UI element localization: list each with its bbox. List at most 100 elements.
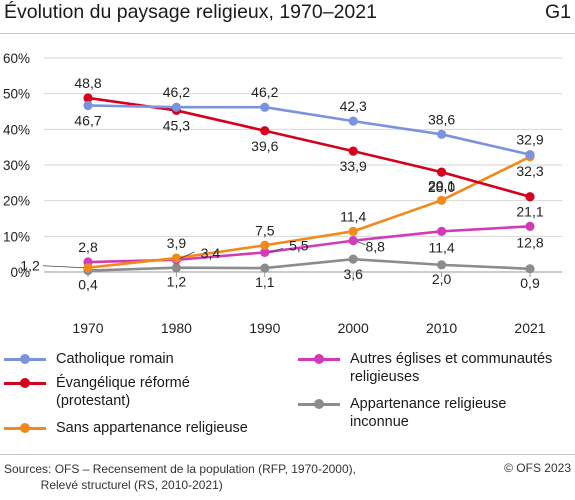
legend-item-catholique: Catholique romain — [4, 351, 174, 368]
data-label: 11,4 — [428, 239, 454, 255]
legend-label: Sans appartenance religieuse — [56, 420, 248, 436]
data-label: 46,2 — [163, 84, 190, 100]
legend-item-reforme: Évangélique réformé (protestant) — [4, 375, 190, 410]
data-label: 1,2 — [20, 258, 40, 274]
x-tick-label: 2021 — [514, 320, 545, 336]
legend-swatch — [298, 397, 340, 411]
data-point — [260, 263, 270, 273]
data-label: 33,9 — [340, 158, 367, 174]
legend-label: Appartenance religieuse inconnue — [350, 396, 507, 430]
data-label: 3,9 — [167, 235, 187, 251]
data-label: 38,6 — [428, 111, 455, 127]
y-tick-label: 10% — [3, 229, 30, 244]
chart-legend: Catholique romain Évangélique réformé (p… — [0, 346, 575, 446]
x-tick-label: 1990 — [249, 320, 280, 336]
data-point — [260, 126, 270, 136]
chart-title: Évolution du paysage religieux, 1970–202… — [4, 1, 377, 23]
legend-swatch — [298, 352, 340, 366]
data-label: 7,5 — [255, 222, 275, 238]
data-label: 1,2 — [167, 274, 187, 290]
label-leader-line — [357, 241, 366, 245]
legend-item-sans-appartenance: Sans appartenance religieuse — [4, 420, 248, 437]
data-label: 8,8 — [365, 239, 385, 255]
data-label: 12,8 — [516, 234, 543, 250]
y-tick-label: 30% — [3, 158, 30, 173]
y-tick-label: 60% — [3, 51, 30, 66]
data-point — [437, 195, 447, 205]
data-label: 1,1 — [255, 274, 275, 290]
data-point — [525, 150, 535, 160]
chart-header: Évolution du paysage religieux, 1970–202… — [0, 0, 575, 30]
data-label: 46,2 — [251, 84, 278, 100]
data-point — [171, 263, 181, 273]
data-point — [437, 260, 447, 270]
chart-code: G1 — [544, 1, 571, 23]
data-point — [525, 192, 535, 202]
data-label: 21,1 — [516, 204, 543, 220]
legend-label: Évangélique réformé (protestant) — [56, 375, 190, 409]
data-label: 39,6 — [251, 138, 278, 154]
y-tick-label: 40% — [3, 122, 30, 137]
series-line — [87, 96, 531, 198]
line-chart: 0% 10% 20% 30% 40% 50% 60% 1970 1980 1990 2000 2010… — [3, 51, 562, 336]
series-line — [87, 257, 531, 272]
data-point — [83, 263, 93, 273]
data-point — [525, 264, 535, 274]
data-point — [348, 226, 358, 236]
data-point — [437, 129, 447, 139]
data-point — [260, 240, 270, 250]
data-label: 42,3 — [340, 98, 367, 114]
data-point — [348, 254, 358, 264]
data-point — [83, 100, 93, 111]
data-label: 45,3 — [163, 117, 190, 133]
series-line — [87, 225, 531, 264]
data-label: 32,3 — [516, 163, 543, 179]
data-point — [260, 102, 270, 112]
y-tick-label: 50% — [3, 87, 30, 102]
legend-label: Autres églises et communautés religieuse… — [350, 351, 553, 385]
legend-item-inconnue: Appartenance religieuse inconnue — [298, 396, 507, 431]
legend-item-autres-eglises: Autres églises et communautés religieuse… — [298, 351, 553, 386]
data-point — [83, 93, 93, 103]
legend-label: Catholique romain — [56, 351, 174, 367]
data-label: 48,8 — [74, 75, 101, 91]
data-point — [525, 221, 535, 231]
legend-swatch — [4, 376, 46, 390]
data-label: 20,1 — [428, 177, 455, 193]
data-label: 32,9 — [516, 132, 543, 148]
y-tick-label: 20% — [3, 194, 30, 209]
data-point — [348, 146, 358, 156]
copyright: © OFS 2023 — [504, 461, 571, 475]
data-label: 2,0 — [432, 271, 452, 287]
data-label: 0,9 — [520, 275, 540, 291]
sources-note: Sources: OFS – Recensement de la populat… — [4, 462, 356, 492]
data-point — [348, 116, 358, 126]
data-label: 5,5 — [289, 237, 309, 253]
label-leader-line — [179, 251, 195, 260]
data-point — [260, 247, 270, 257]
data-point — [437, 167, 447, 177]
data-point — [348, 236, 358, 246]
x-tick-label: 1980 — [161, 320, 192, 336]
x-tick-label: 1970 — [72, 320, 103, 336]
y-tick-label: 0% — [10, 265, 30, 280]
data-point — [171, 102, 181, 112]
label-leader-line — [42, 265, 85, 269]
legend-swatch — [4, 352, 46, 366]
series-line — [87, 155, 531, 270]
series-line — [87, 104, 531, 156]
data-label: 2,8 — [78, 239, 98, 255]
data-label: 3,6 — [343, 266, 363, 282]
data-label: 11,4 — [340, 208, 366, 224]
data-label: 28,0 — [428, 179, 455, 195]
footer-divider — [0, 454, 575, 455]
data-point — [171, 253, 181, 263]
x-tick-label: 2000 — [338, 320, 369, 336]
x-tick-label: 2010 — [426, 320, 457, 336]
legend-swatch — [4, 421, 46, 435]
header-divider — [0, 33, 575, 34]
data-label: 3,4 — [201, 245, 221, 261]
data-point — [437, 226, 447, 236]
data-label: 46,7 — [74, 112, 101, 128]
data-label: 0,4 — [78, 277, 98, 293]
